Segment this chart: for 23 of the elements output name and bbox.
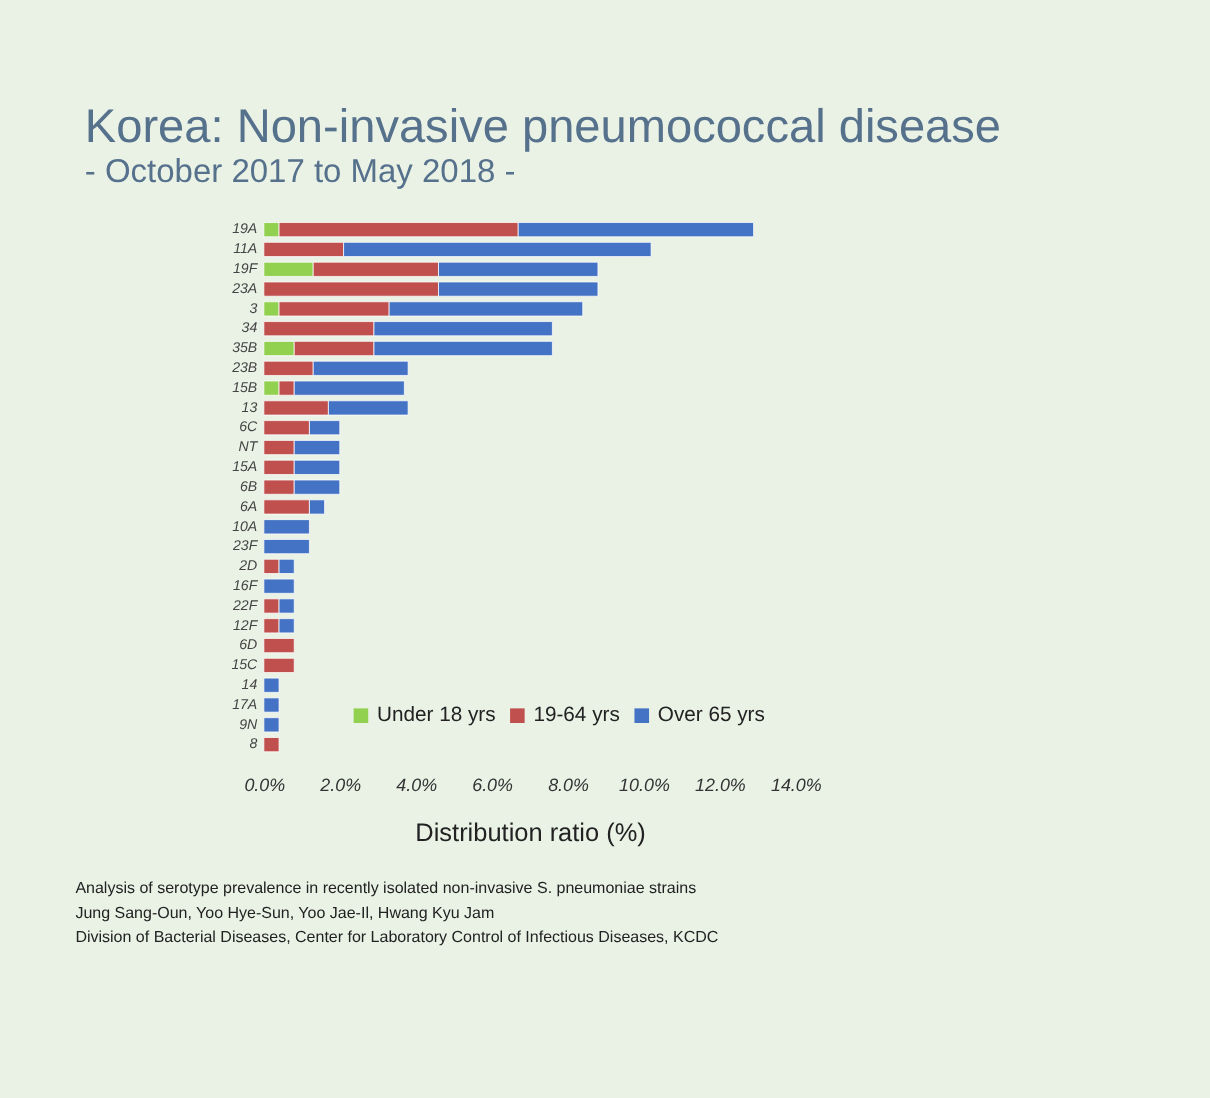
- x-tick-label: 4.0%: [396, 774, 438, 795]
- x-axis-title: Distribution ratio (%): [415, 816, 646, 847]
- legend-label: Under 18 yrs: [376, 705, 496, 728]
- chart-title: Korea: Non-invasive pneumococcal disease: [84, 100, 1002, 153]
- bar: [263, 519, 310, 535]
- legend-label: 19-64 yrs: [533, 705, 620, 728]
- bar: [263, 657, 295, 673]
- x-tick-label: 0.0%: [244, 774, 286, 795]
- bar: [263, 638, 295, 654]
- bar: [263, 578, 295, 594]
- bar: [263, 539, 310, 555]
- x-tick-label: 14.0%: [770, 774, 822, 795]
- x-tick-label: 2.0%: [318, 774, 362, 795]
- chart-subtitle: - October 2017 to May 2018 -: [84, 153, 516, 190]
- x-tick-label: 6.0%: [472, 774, 514, 795]
- bar: [263, 677, 280, 693]
- x-tick-label: 10.0%: [619, 774, 670, 795]
- x-tick-label: 8.0%: [548, 774, 589, 795]
- x-tick-label: 12.0%: [695, 774, 746, 795]
- bar: [263, 717, 280, 733]
- bar: [263, 737, 280, 753]
- legend-label: Over 65 yrs: [657, 705, 765, 728]
- bar: [263, 697, 280, 713]
